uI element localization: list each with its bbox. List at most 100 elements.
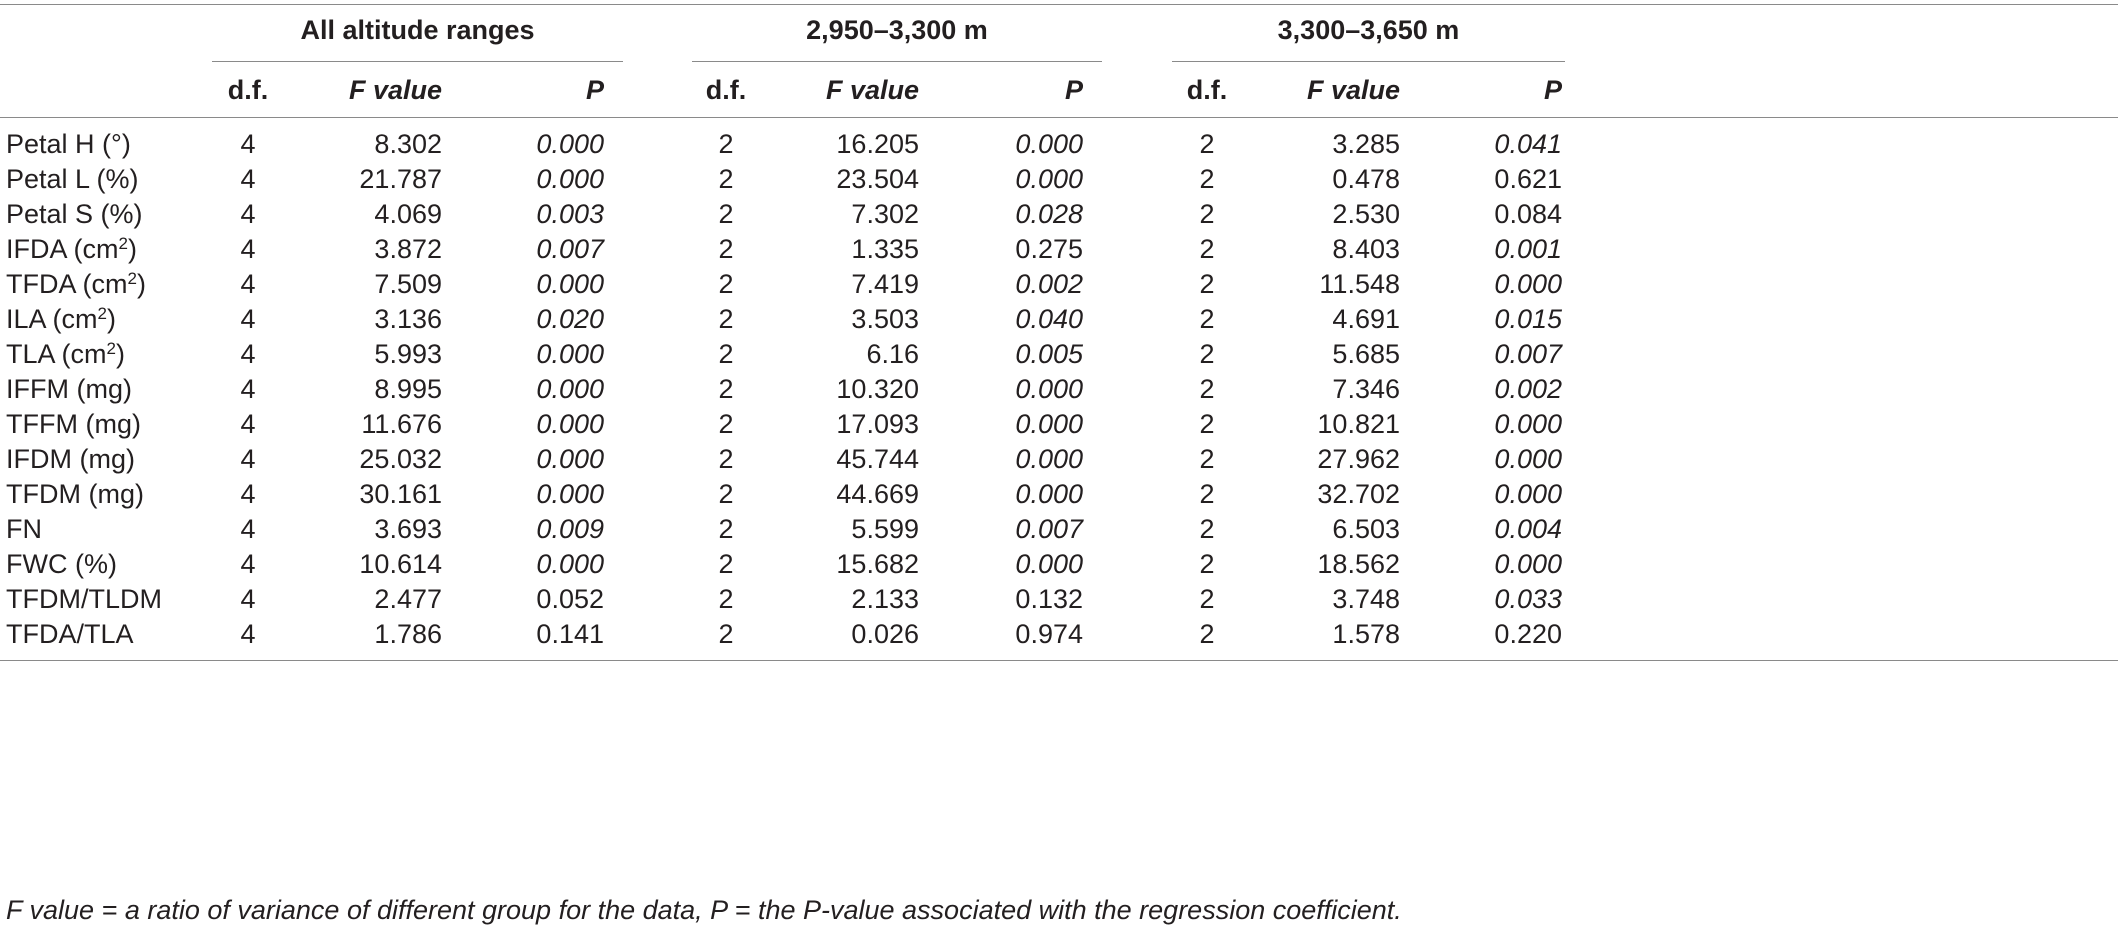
df-cell: 4	[240, 199, 256, 229]
col-header-p: P	[585, 75, 604, 105]
df-cell: 4	[240, 234, 256, 264]
f-value-cell: 5.599	[851, 514, 919, 544]
df-cell: 2	[1199, 129, 1215, 159]
df-cell: 2	[1199, 234, 1215, 264]
p-value-cell: 0.220	[1494, 619, 1562, 649]
col-header-f-value: F value	[825, 75, 919, 105]
row-label-text: TFDA (cm	[6, 269, 128, 299]
p-value-cell: 0.000	[536, 479, 604, 509]
row-label-tail: )	[115, 339, 125, 369]
row-label-text: IFDM (mg)	[6, 444, 135, 474]
f-value-cell: 2.133	[851, 584, 919, 614]
f-value-cell: 1.786	[374, 619, 442, 649]
p-value-cell: 0.000	[1015, 409, 1083, 439]
df-cell: 4	[240, 269, 256, 299]
row-label-text: Petal H (°)	[6, 129, 131, 159]
row-label-superscript: 2	[97, 304, 107, 323]
row-label-text: IFFM (mg)	[6, 374, 132, 404]
row-label-tail: )	[136, 269, 146, 299]
p-value-cell: 0.000	[536, 374, 604, 404]
f-value-cell: 23.504	[836, 164, 919, 194]
p-value-cell: 0.009	[536, 514, 604, 544]
f-value-cell: 25.032	[359, 444, 442, 474]
f-value-cell: 7.302	[851, 199, 919, 229]
p-value-cell: 0.002	[1015, 269, 1083, 299]
f-value-cell: 3.748	[1332, 584, 1400, 614]
df-cell: 4	[240, 164, 256, 194]
row-label: FWC (%)	[6, 551, 117, 578]
row-label: FN	[6, 516, 42, 543]
row-label-text: TLA (cm	[6, 339, 107, 369]
df-cell: 4	[240, 339, 256, 369]
col-header-p: P	[1064, 75, 1083, 105]
p-value-cell: 0.000	[1015, 129, 1083, 159]
f-value-cell: 30.161	[359, 479, 442, 509]
p-value-cell: 0.000	[536, 444, 604, 474]
f-value-cell: 3.503	[851, 304, 919, 334]
p-value-cell: 0.000	[536, 409, 604, 439]
p-value-cell: 0.005	[1015, 339, 1083, 369]
p-value-cell: 0.052	[536, 584, 604, 614]
df-cell: 2	[718, 619, 734, 649]
f-value-cell: 1.335	[851, 234, 919, 264]
df-cell: 2	[718, 479, 734, 509]
row-label-tail: )	[127, 234, 137, 264]
row-label: ILA (cm2)	[6, 304, 116, 334]
f-value-cell: 5.993	[374, 339, 442, 369]
p-value-cell: 0.621	[1494, 164, 1562, 194]
f-value-cell: 10.821	[1317, 409, 1400, 439]
f-value-cell: 2.477	[374, 584, 442, 614]
row-label: TFDM/TLDM	[6, 586, 162, 613]
group-underline-1	[212, 61, 623, 62]
group-title-2: 2,950–3,300 m	[806, 15, 988, 45]
df-cell: 2	[718, 374, 734, 404]
df-cell: 2	[718, 444, 734, 474]
col-header-p: P	[1543, 75, 1562, 105]
f-value-cell: 6.16	[866, 339, 919, 369]
p-value-cell: 0.015	[1494, 304, 1562, 334]
p-value-cell: 0.000	[536, 129, 604, 159]
p-value-cell: 0.084	[1494, 199, 1562, 229]
f-value-cell: 32.702	[1317, 479, 1400, 509]
f-value-cell: 4.069	[374, 199, 442, 229]
row-label: IFDA (cm2)	[6, 234, 137, 264]
row-label-text: FN	[6, 514, 42, 544]
df-cell: 4	[240, 514, 256, 544]
f-value-cell: 3.285	[1332, 129, 1400, 159]
p-value-cell: 0.000	[1015, 444, 1083, 474]
row-label: TFFM (mg)	[6, 411, 141, 438]
df-cell: 2	[1199, 444, 1215, 474]
row-label-text: ILA (cm	[6, 304, 98, 334]
col-header-df: d.f.	[227, 75, 269, 105]
p-value-cell: 0.020	[536, 304, 604, 334]
df-cell: 2	[1199, 304, 1215, 334]
p-value-cell: 0.275	[1015, 234, 1083, 264]
f-value-cell: 21.787	[359, 164, 442, 194]
p-value-cell: 0.007	[1015, 514, 1083, 544]
p-value-cell: 0.033	[1494, 584, 1562, 614]
f-value-cell: 0.026	[851, 619, 919, 649]
df-cell: 2	[1199, 479, 1215, 509]
row-label: Petal S (%)	[6, 201, 143, 228]
f-value-cell: 18.562	[1317, 549, 1400, 579]
df-cell: 2	[1199, 549, 1215, 579]
p-value-cell: 0.000	[1494, 479, 1562, 509]
df-cell: 4	[240, 444, 256, 474]
row-label-text: FWC (%)	[6, 549, 117, 579]
row-label-text: Petal L (%)	[6, 164, 139, 194]
group-title-1: All altitude ranges	[300, 15, 535, 45]
row-label-superscript: 2	[127, 269, 137, 288]
df-cell: 2	[718, 234, 734, 264]
row-label: Petal L (%)	[6, 166, 139, 193]
group-underline-3	[1172, 61, 1565, 62]
df-cell: 4	[240, 409, 256, 439]
p-value-cell: 0.132	[1015, 584, 1083, 614]
df-cell: 2	[1199, 584, 1215, 614]
row-label-text: TFFM (mg)	[6, 409, 141, 439]
df-cell: 2	[718, 549, 734, 579]
p-value-cell: 0.000	[1015, 164, 1083, 194]
df-cell: 4	[240, 619, 256, 649]
df-cell: 2	[1199, 269, 1215, 299]
row-label-text: IFDA (cm	[6, 234, 119, 264]
